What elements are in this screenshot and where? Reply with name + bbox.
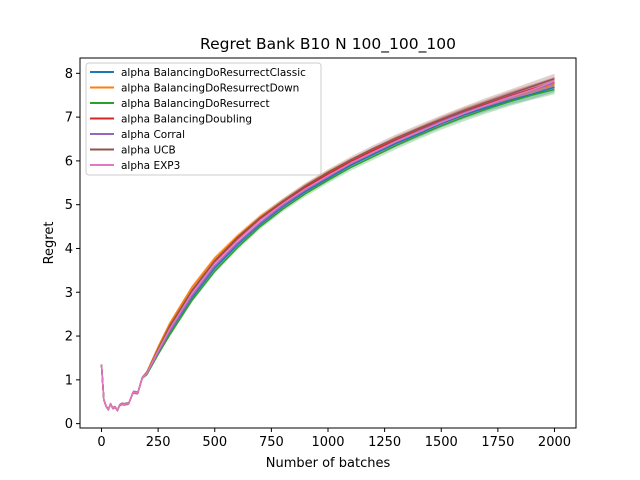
series-line-6 [100, 80, 555, 412]
x-tick-label: 750 [259, 435, 284, 450]
x-tick-label: 1750 [481, 435, 514, 450]
x-tick-label: 0 [97, 435, 105, 450]
x-tick-label: 1250 [368, 435, 401, 450]
x-tick-label: 1500 [425, 435, 458, 450]
legend-label: alpha BalancingDoResurrectClassic [121, 67, 306, 79]
y-tick-label: 3 [65, 286, 73, 301]
legend: alpha BalancingDoResurrectClassic alpha B… [85, 62, 322, 176]
y-tick-label: 0 [65, 417, 73, 432]
legend-label: alpha EXP3 [121, 160, 180, 172]
y-axis-label: Regret [42, 222, 57, 265]
y-tick-label: 2 [65, 330, 73, 345]
x-axis-label: Number of batches [266, 456, 391, 471]
legend-label: alpha BalancingDoResurrect [121, 98, 270, 110]
y-tick-label: 4 [65, 242, 73, 257]
x-tick-label: 2000 [538, 435, 571, 450]
x-tick-label: 1000 [311, 435, 344, 450]
x-axis-ticks: 0 250 500 750 1000 1250 1500 1750 2000 [97, 428, 571, 450]
y-axis-ticks: 0 1 2 3 4 5 6 7 8 [65, 67, 80, 432]
legend-label: alpha BalancingDoubling [121, 113, 252, 125]
y-tick-label: 7 [65, 111, 73, 126]
chart-title: Regret Bank B10 N 100_100_100 [200, 35, 456, 54]
y-tick-label: 8 [65, 67, 73, 82]
legend-box [85, 62, 322, 176]
legend-label: alpha UCB [121, 144, 176, 156]
x-tick-label: 500 [202, 435, 227, 450]
y-tick-label: 6 [65, 154, 73, 169]
series-lines [100, 77, 555, 412]
y-tick-label: 5 [65, 198, 73, 213]
legend-label: alpha BalancingDoResurrectDown [121, 82, 299, 94]
legend-label: alpha Corral [121, 129, 185, 141]
x-tick-label: 250 [146, 435, 171, 450]
y-tick-label: 1 [65, 373, 73, 388]
